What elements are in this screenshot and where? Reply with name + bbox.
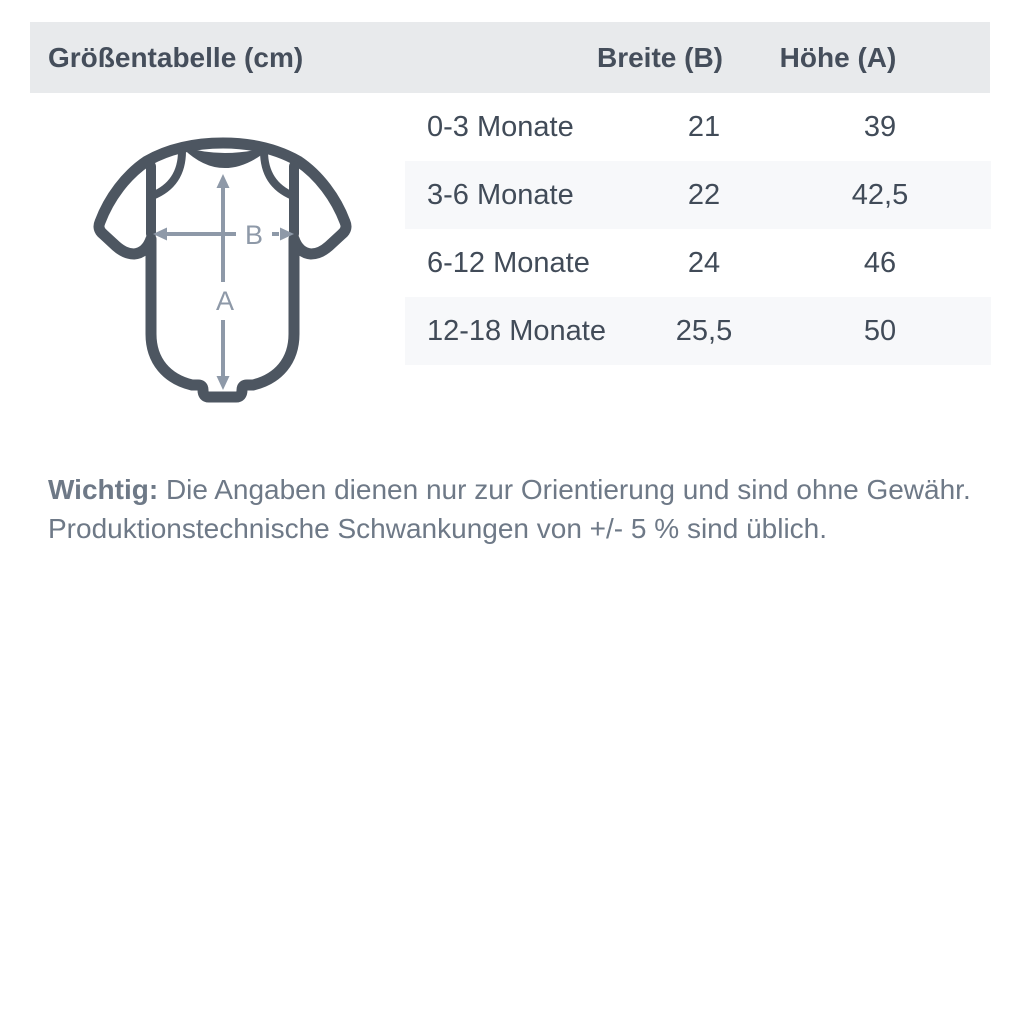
hoehe-cell: 50 xyxy=(863,314,897,347)
table-row: 0-3 Monate 21 39 xyxy=(405,93,991,161)
table-row: 12-18 Monate 25,5 50 xyxy=(405,297,991,365)
table-header: Größentabelle (cm) Breite (B) Höhe (A) xyxy=(30,22,990,93)
left-shoulder-fold xyxy=(148,147,186,200)
disclaimer-label: Wichtig: xyxy=(48,474,159,505)
bodysuit-outline-icon xyxy=(93,137,352,403)
width-label: B xyxy=(245,220,263,250)
size-cell: 0-3 Monate xyxy=(427,110,574,143)
baby-bodysuit-diagram: A B xyxy=(93,137,352,403)
right-shoulder-fold xyxy=(260,147,297,200)
size-cell: 6-12 Monate xyxy=(427,246,590,279)
height-label: A xyxy=(216,286,234,316)
size-cell: 12-18 Monate xyxy=(427,314,606,347)
collar xyxy=(183,147,270,168)
breite-cell: 24 xyxy=(687,246,721,279)
width-arrow-icon xyxy=(153,227,294,241)
size-table: 0-3 Monate 21 39 3-6 Monate 22 42,5 6-12… xyxy=(405,93,991,365)
disclaimer-line1: Die Angaben dienen nur zur Orientierung … xyxy=(165,474,971,505)
header-col-hoehe: Höhe (A) xyxy=(779,42,897,73)
hoehe-cell: 42,5 xyxy=(851,178,909,211)
header-col-breite: Breite (B) xyxy=(596,42,723,73)
height-arrow-icon xyxy=(216,174,230,390)
breite-cell: 21 xyxy=(687,110,721,143)
size-cell: 3-6 Monate xyxy=(427,178,574,211)
hoehe-cell: 39 xyxy=(863,110,897,143)
breite-cell: 22 xyxy=(687,178,721,211)
hoehe-cell: 46 xyxy=(863,246,897,279)
disclaimer-line2: Produktionstechnische Schwankungen von +… xyxy=(48,513,828,544)
table-row: 3-6 Monate 22 42,5 xyxy=(405,161,991,229)
table-title: Größentabelle (cm) xyxy=(48,42,304,73)
table-row: 6-12 Monate 24 46 xyxy=(405,229,991,297)
breite-cell: 25,5 xyxy=(675,314,733,347)
disclaimer-note: Wichtig: Die Angaben dienen nur zur Orie… xyxy=(48,470,983,548)
